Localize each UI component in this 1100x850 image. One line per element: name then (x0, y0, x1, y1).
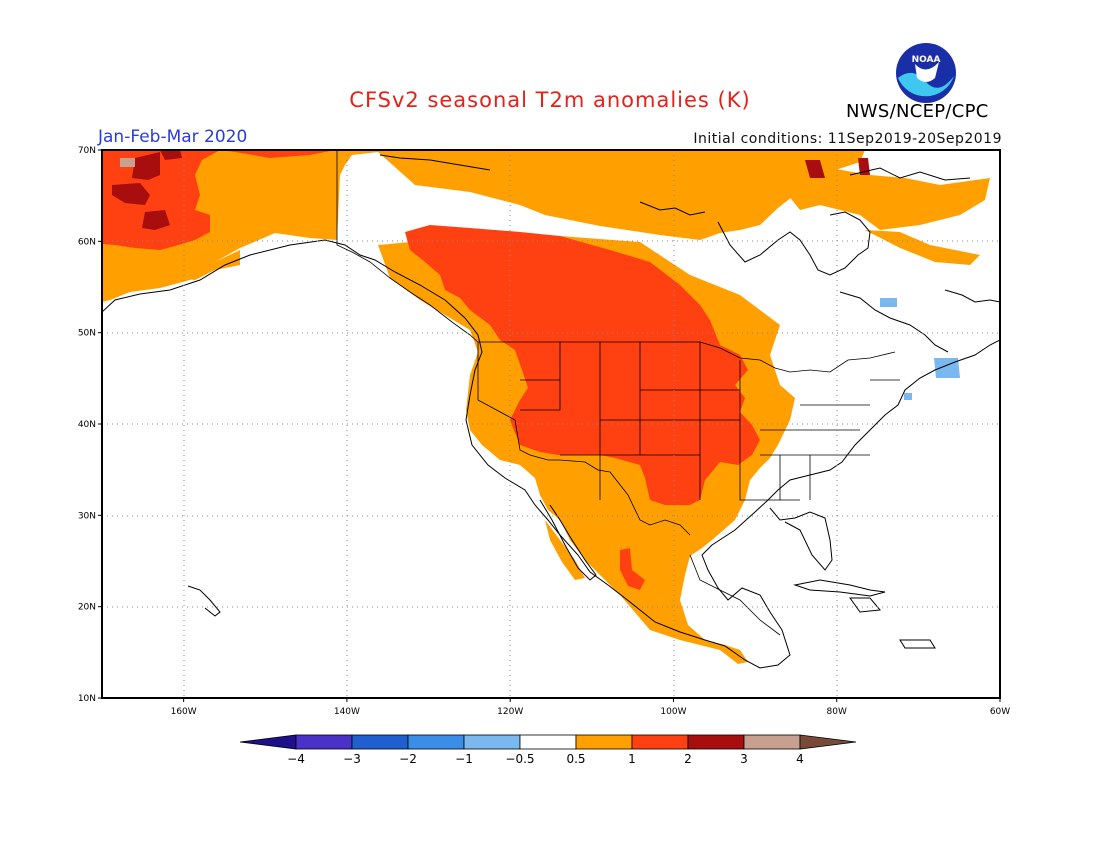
lon-tick-label: 140W (334, 707, 360, 717)
coastlines (102, 154, 1000, 669)
lon-tick-label: 100W (660, 707, 686, 717)
colorbar-label: −4 (287, 752, 305, 766)
colorbar-label: −3 (343, 752, 361, 766)
lon-tick-label: 80W (827, 707, 847, 717)
colorbar-label: 1 (628, 752, 636, 766)
lon-tick-label: 60W (990, 707, 1010, 717)
colorbar-segment (631, 734, 689, 750)
lat-tick-label: 50N (78, 329, 96, 339)
lat-tick-label: 20N (78, 603, 96, 613)
colorbar-label: −1 (455, 752, 473, 766)
svg-text:NOAA: NOAA (912, 55, 941, 65)
colorbar-segment (799, 734, 857, 750)
colorbar-segment (575, 734, 633, 750)
anomaly-region-3-4 (120, 158, 135, 167)
lat-tick-label: 10N (78, 694, 96, 704)
colorbar-label: −2 (399, 752, 417, 766)
agency-label: NWS/NCEP/CPC (846, 101, 989, 122)
colorbar-label: 2 (684, 752, 692, 766)
lon-tick-label: 120W (497, 707, 523, 717)
colorbar-label: 3 (740, 752, 748, 766)
colorbar-segment (407, 734, 465, 750)
lat-tick-label: 40N (78, 420, 96, 430)
noaa-logo-icon: NOAA (896, 43, 956, 103)
colorbar-segment (351, 734, 409, 750)
colorbar-label: 4 (796, 752, 804, 766)
colorbar-segment (687, 734, 745, 750)
map-title: CFSv2 seasonal T2m anomalies (K) (349, 88, 751, 112)
lon-tick-label: 160W (171, 707, 197, 717)
colorbar-segment (743, 734, 801, 750)
political-borders (336, 150, 900, 636)
lat-tick-label: 60N (78, 237, 96, 247)
lat-tick-label: 70N (78, 146, 96, 156)
initial-conditions-label: Initial conditions: 11Sep2019-20Sep2019 (693, 131, 1002, 147)
lat-tick-label: 30N (78, 511, 96, 521)
colorbar-segment (463, 734, 521, 750)
colorbar-label: 0.5 (566, 752, 585, 766)
colorbar-segment (295, 734, 353, 750)
colorbar-label: −0.5 (505, 752, 534, 766)
season-label: Jan-Feb-Mar 2020 (98, 127, 248, 147)
anomaly-region-neg-1-neg-0.5 (880, 298, 960, 400)
colorbar-segment (239, 734, 297, 750)
anomaly-region-1-2 (102, 150, 760, 590)
colorbar-segment (519, 734, 577, 750)
